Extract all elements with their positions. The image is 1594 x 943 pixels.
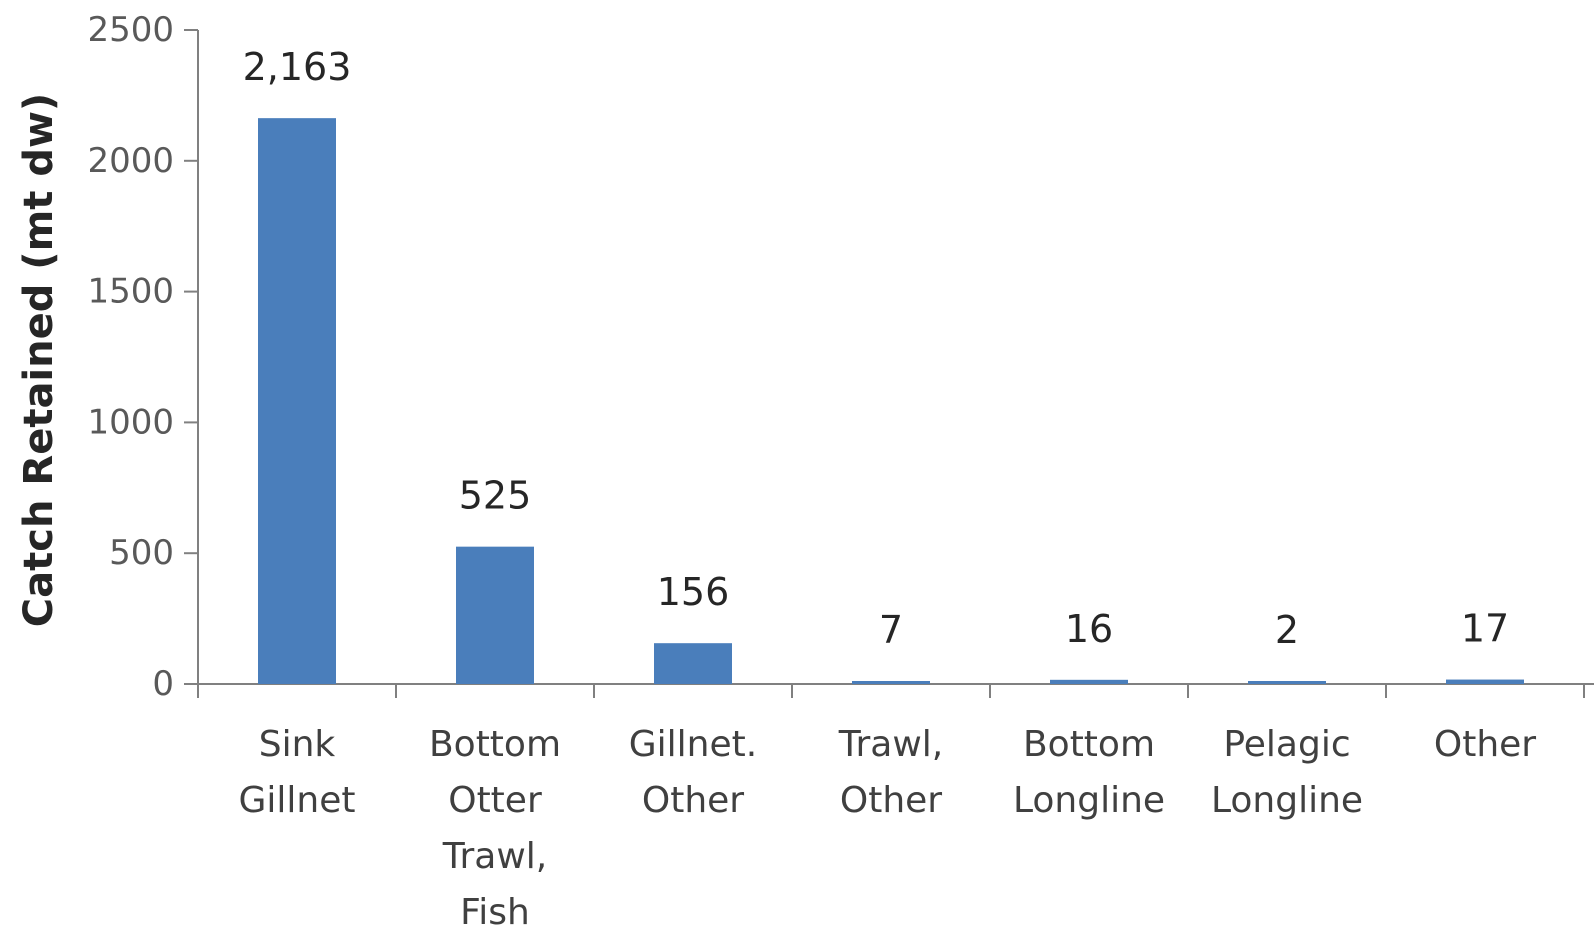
y-tick-label: 1500 — [87, 272, 174, 312]
data-label: 16 — [1065, 607, 1113, 651]
bars — [258, 118, 1524, 685]
bar — [1248, 681, 1326, 684]
y-axis-title: Catch Retained (mt dw) — [16, 93, 62, 627]
bar — [456, 546, 534, 684]
data-label: 2 — [1275, 608, 1299, 652]
category-labels: Sink Gillnet Bottom Otter Trawl, Fish Gillnet.… — [239, 724, 1537, 933]
data-label: 156 — [657, 570, 730, 614]
y-tick-label: 0 — [152, 664, 174, 704]
bar — [1446, 679, 1524, 684]
x-axis — [197, 683, 1594, 698]
y-axis: 0 500 1000 1500 2000 2500 — [87, 10, 199, 704]
data-label: 2,163 — [243, 45, 352, 89]
y-tick-label: 500 — [109, 533, 174, 573]
category-label: Other — [1434, 724, 1536, 765]
data-label: 525 — [459, 474, 532, 518]
category-label: Pelagic Longline — [1211, 724, 1363, 821]
bar — [258, 118, 336, 685]
data-labels: 2,163 525 156 7 16 2 17 — [243, 45, 1510, 652]
bar — [852, 681, 930, 684]
category-label: Gillnet. Other — [629, 724, 757, 821]
data-label: 17 — [1461, 607, 1509, 651]
category-label: Bottom Otter Trawl, Fish — [429, 724, 561, 933]
bar — [654, 643, 732, 684]
category-label: Sink Gillnet — [239, 724, 356, 821]
category-label: Trawl, Other — [838, 724, 943, 821]
y-tick-label: 2000 — [87, 141, 174, 181]
y-tick-label: 2500 — [87, 10, 174, 50]
y-tick-label: 1000 — [87, 402, 174, 442]
category-label: Bottom Longline — [1013, 724, 1165, 821]
data-label: 7 — [879, 608, 903, 652]
bar — [1050, 679, 1128, 684]
